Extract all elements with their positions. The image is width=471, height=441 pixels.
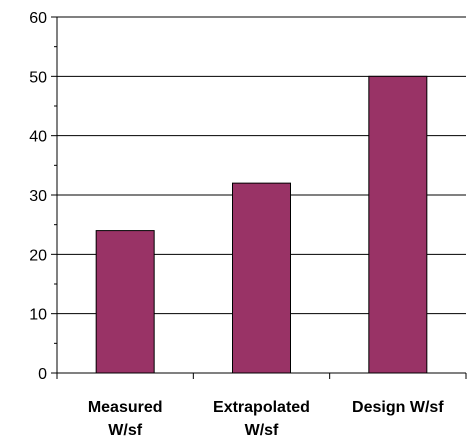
bar-2 bbox=[368, 75, 428, 374]
y-tick-label-40: 40 bbox=[29, 129, 47, 146]
bar-0 bbox=[95, 230, 155, 374]
y-tick-label-30: 30 bbox=[29, 188, 47, 205]
y-tick-label-20: 20 bbox=[29, 247, 47, 264]
y-tick-label-60: 60 bbox=[29, 10, 47, 27]
y-tick-label-50: 50 bbox=[29, 69, 47, 86]
y-tick-label-0: 0 bbox=[38, 366, 47, 383]
x-tick-label-2: Design W/sf bbox=[352, 399, 444, 416]
x-tick-label-0: Measured W/sf bbox=[88, 399, 163, 439]
x-tick-label-1: Extrapolated W/sf bbox=[213, 399, 310, 439]
y-tick-label-10: 10 bbox=[29, 307, 47, 324]
bar-1 bbox=[232, 182, 291, 374]
